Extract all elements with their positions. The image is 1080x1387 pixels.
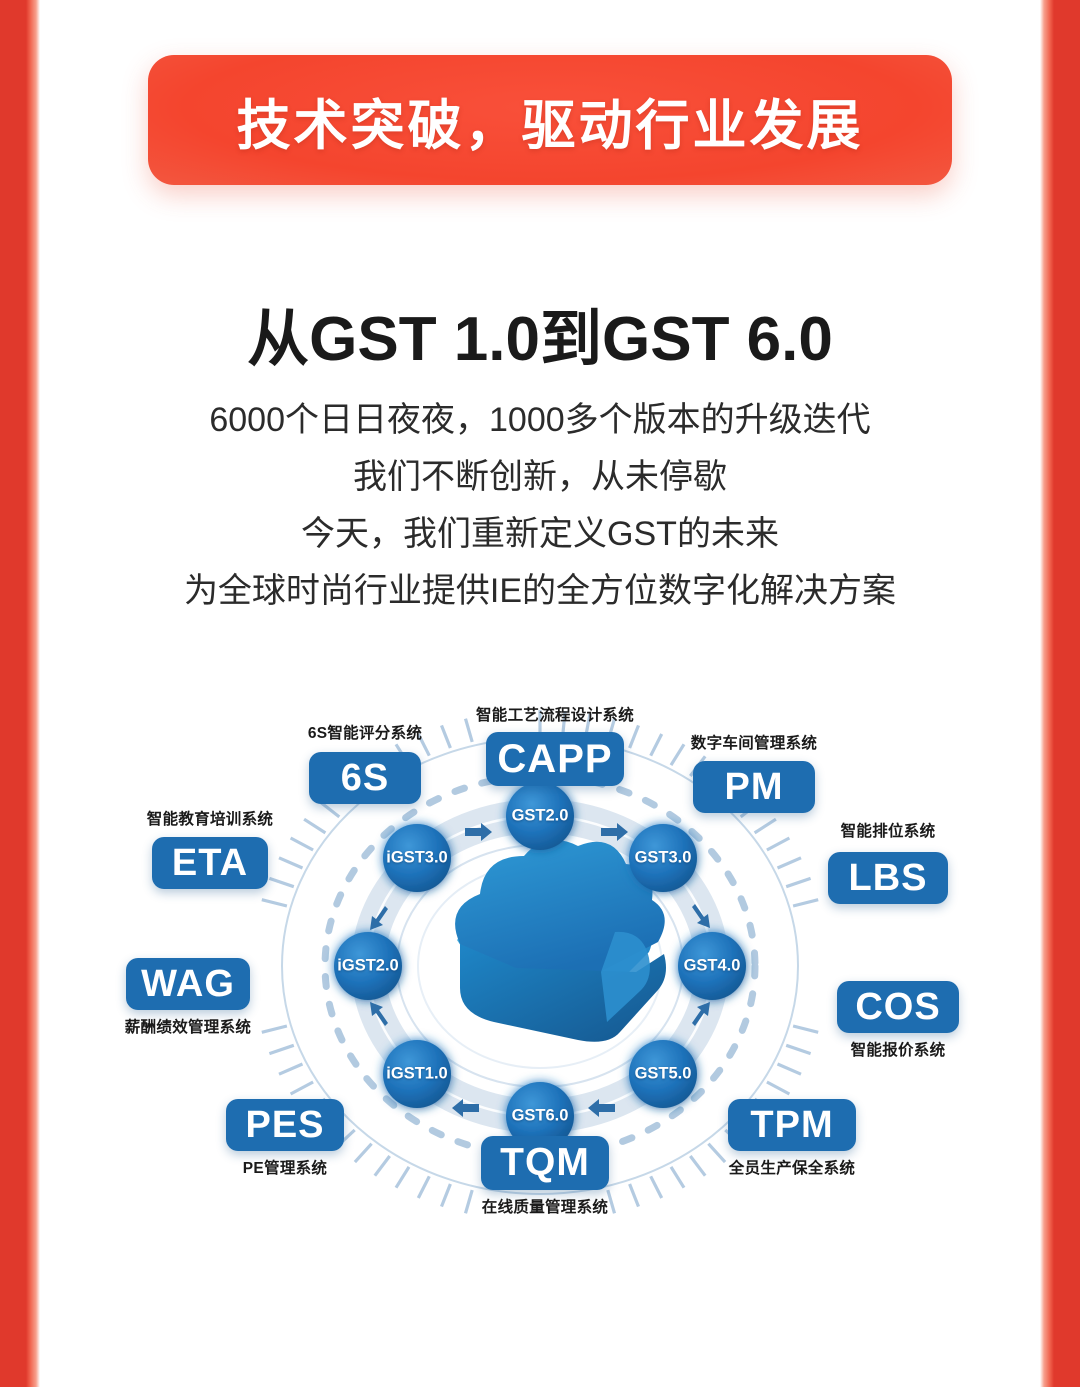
orbit-node-label: GST4.0 xyxy=(683,956,741,975)
badge-caption-wag: 薪酬绩效管理系统 xyxy=(124,1019,252,1036)
badge-6s[interactable]: 6S xyxy=(309,752,421,804)
subtitle-block: 6000个日日夜夜，1000多个版本的升级迭代 我们不断创新，从未停歇 今天，我… xyxy=(40,392,1040,620)
badge-caption-capp: 智能工艺流程设计系统 xyxy=(475,707,635,724)
subtitle-line: 今天，我们重新定义GST的未来 xyxy=(301,515,779,553)
subtitle-line: 6000个日日夜夜，1000多个版本的升级迭代 xyxy=(209,401,871,439)
badge-capp[interactable]: CAPP xyxy=(486,732,624,786)
badge-caption-6s: 6S智能评分系统 xyxy=(307,725,423,742)
orbit-node-label: iGST3.0 xyxy=(386,848,448,867)
page-title: 从GST 1.0到GST 6.0 xyxy=(247,305,833,374)
badge-caption-eta: 智能教育培训系统 xyxy=(146,811,274,828)
banner-title: 技术突破，驱动行业发展 xyxy=(236,95,864,156)
badge-caption-tqm: 在线质量管理系统 xyxy=(481,1199,609,1216)
orbit-node-label: GST2.0 xyxy=(511,806,569,825)
cloud-icon xyxy=(455,839,666,1042)
orbit-node-label: GST5.0 xyxy=(634,1064,692,1083)
badge-pm[interactable]: PM xyxy=(693,761,815,813)
orbit-node-label: iGST1.0 xyxy=(386,1064,448,1083)
badge-caption-pm: 数字车间管理系统 xyxy=(690,735,818,752)
badge-tpm[interactable]: TPM xyxy=(728,1099,856,1151)
subtitle-line: 我们不断创新，从未停歇 xyxy=(353,458,727,496)
badge-eta[interactable]: ETA xyxy=(152,837,268,889)
gst-ecosystem-diagram: IE+AI GST2.0 GST3.0 GST4.0 GST5.0 GST6.0… xyxy=(40,676,1040,1246)
flow-arrows xyxy=(370,823,710,1117)
subtitle-line: 为全球时尚行业提供IE的全方位数字化解决方案 xyxy=(183,572,897,610)
orbit-node-label: GST6.0 xyxy=(511,1106,569,1125)
header-banner: 技术突破，驱动行业发展 xyxy=(148,55,952,185)
badge-wag[interactable]: WAG xyxy=(126,958,250,1010)
badge-cos[interactable]: COS xyxy=(837,981,959,1033)
orbit-node-label: iGST2.0 xyxy=(337,956,399,975)
badge-tqm[interactable]: TQM xyxy=(481,1136,609,1190)
badge-caption-pes: PE管理系统 xyxy=(242,1160,328,1177)
badge-pes[interactable]: PES xyxy=(226,1099,344,1151)
orbit-node-label: GST3.0 xyxy=(634,848,692,867)
badge-lbs[interactable]: LBS xyxy=(828,852,948,904)
badge-caption-tpm: 全员生产保全系统 xyxy=(728,1160,856,1177)
orbit-nodes xyxy=(334,782,746,1150)
badge-caption-lbs: 智能排位系统 xyxy=(840,823,936,840)
badge-caption-cos: 智能报价系统 xyxy=(850,1042,946,1059)
content-card: 技术突破，驱动行业发展 从GST 1.0到GST 6.0 6000个日日夜夜，1… xyxy=(40,0,1040,1356)
